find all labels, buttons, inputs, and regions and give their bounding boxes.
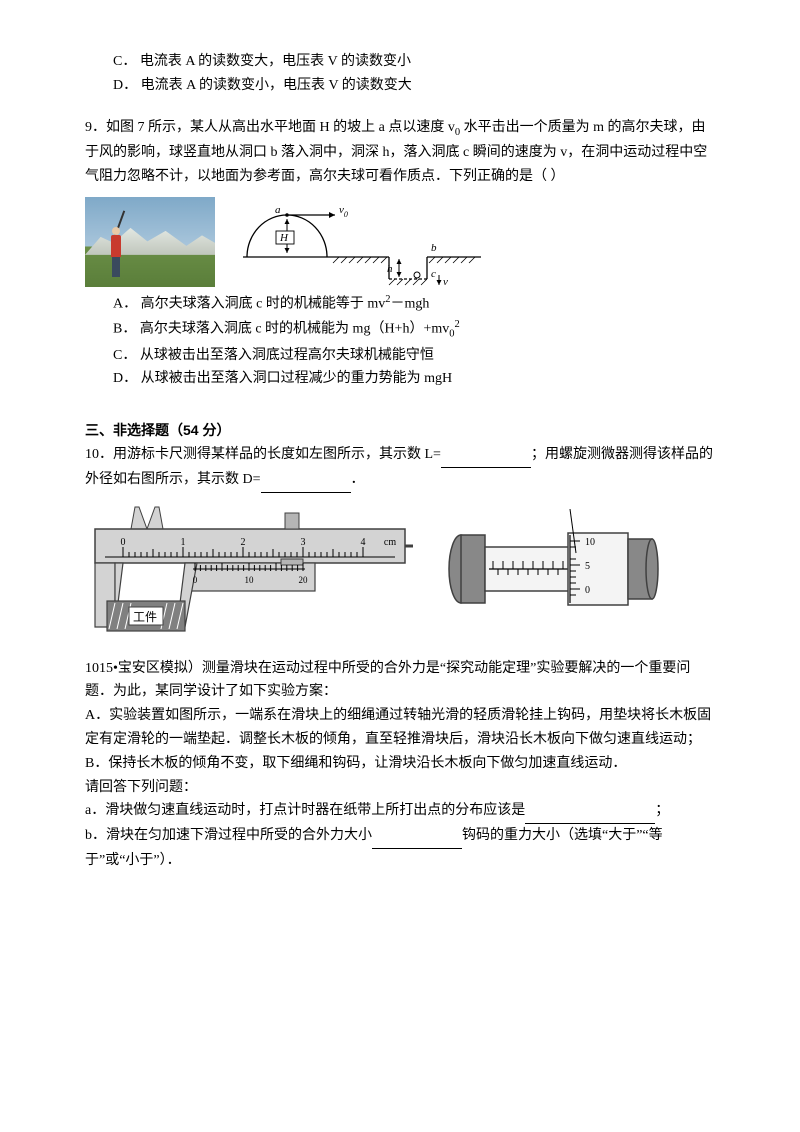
q8-option-c: C． 电流表 A 的读数变大，电压表 V 的读数变小 [85, 50, 715, 74]
vernier-caliper-icon: 0 1 2 3 4 cm [85, 499, 415, 639]
blank-D[interactable] [261, 468, 351, 493]
svg-text:20: 20 [299, 575, 309, 585]
q8-option-d: D． 电流表 A 的读数变小，电压表 V 的读数变大 [85, 74, 715, 98]
svg-text:a: a [275, 204, 281, 216]
section3-title: 三、非选择题（54 分） [85, 419, 715, 443]
svg-text:0: 0 [193, 575, 198, 585]
svg-text:v0: v0 [339, 204, 348, 219]
svg-text:10: 10 [245, 575, 255, 585]
svg-text:h: h [387, 263, 393, 275]
golf-photo [85, 197, 215, 287]
svg-text:b: b [431, 242, 437, 254]
q9-option-c: C． 从球被击出至落入洞底过程高尔夫球机械能守恒 [85, 344, 715, 368]
q11-line-a: a．滑块做匀速直线运动时，打点计时器在纸带上所打出点的分布应该是 ； [85, 799, 715, 824]
svg-text:v: v [443, 276, 448, 287]
q11-lineQ: 请回答下列问题： [85, 776, 715, 800]
q11-lineA: A．实验装置如图所示，一端系在滑块上的细绳通过转轴光滑的轻质滑轮挂上钩码，用垫块… [85, 704, 715, 752]
q9-option-a: A． 高尔夫球落入洞底 c 时的机械能等于 mv2－mgh [85, 291, 715, 316]
blank-a[interactable] [525, 799, 655, 824]
blank-b[interactable] [372, 824, 462, 849]
svg-text:c: c [431, 268, 436, 280]
q11-line1: 1015•宝安区模拟）测量滑块在运动过程中所受的合外力是“探究动能定理”实验要解… [85, 657, 715, 705]
svg-text:2: 2 [241, 537, 246, 548]
q9-stem-part1: 9．如图 7 所示，某人从高出水平地面 H 的坡上 a 点以速度 v [85, 120, 455, 135]
svg-text:5: 5 [585, 561, 590, 572]
q9-stem: 9．如图 7 所示，某人从高出水平地面 H 的坡上 a 点以速度 v0 水平击出… [85, 116, 715, 189]
svg-text:0: 0 [585, 585, 590, 596]
q10-stem: 10．用游标卡尺测得某样品的长度如左图所示，其示数 L= ；用螺旋测微器测得该样… [85, 443, 715, 493]
q9-options: A． 高尔夫球落入洞底 c 时的机械能等于 mv2－mgh B． 高尔夫球落入洞… [85, 291, 715, 391]
svg-text:H: H [279, 232, 289, 244]
q9-option-d: D． 从球被击出至落入洞口过程减少的重力势能为 mgH [85, 367, 715, 391]
svg-text:cm: cm [384, 537, 396, 548]
svg-text:0: 0 [121, 537, 126, 548]
svg-text:3: 3 [301, 537, 306, 548]
svg-text:10: 10 [585, 537, 595, 548]
micrometer-icon: 10 5 0 [443, 509, 663, 629]
svg-text:1: 1 [181, 537, 186, 548]
q9-diagram: a v0 H b h c [239, 197, 499, 287]
q11-line-b: b．滑块在匀加速下滑过程中所受的合外力大小 钩码的重力大小（选填“大于”“等于”… [85, 824, 715, 873]
q11-lineB: B．保持长木板的倾角不变，取下细绳和钩码，让滑块沿长木板向下做匀加速直线运动． [85, 752, 715, 776]
blank-L[interactable] [441, 443, 531, 468]
svg-text:4: 4 [361, 537, 366, 548]
q9-option-b: B． 高尔夫球落入洞底 c 时的机械能为 mg（H+h）+mv02 [85, 316, 715, 343]
svg-text:工件: 工件 [133, 610, 157, 624]
golfer-icon [103, 215, 129, 275]
